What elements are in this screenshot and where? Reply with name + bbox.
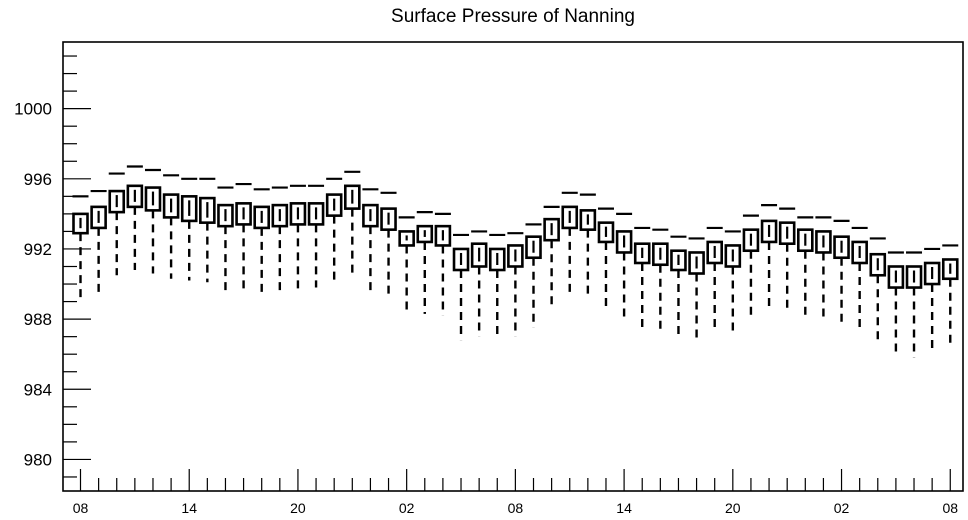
box-plot-item (869, 237, 887, 344)
box-plot-item (670, 235, 687, 339)
box-plot-item (851, 226, 868, 332)
x-tick-label: 20 (725, 500, 741, 516)
box-plot-item (887, 251, 905, 355)
box-plot-item (217, 186, 234, 292)
y-tick-label: 988 (24, 310, 52, 329)
box-plot-item (380, 191, 397, 297)
box-plot-item (688, 237, 705, 342)
box-plot-item (470, 230, 488, 337)
box-plot-item (398, 216, 415, 313)
box-plot-item (561, 191, 579, 295)
chart-title: Surface Pressure of Nanning (391, 6, 635, 27)
box-plot-item (162, 174, 180, 279)
x-tick-label: 02 (834, 500, 850, 516)
y-tick-label: 992 (24, 240, 52, 259)
box-plot-item (452, 233, 470, 341)
box-plot-item (108, 172, 126, 276)
box-plot-item (126, 165, 144, 271)
box-plot-item (525, 223, 542, 328)
box-plot-item (652, 228, 669, 332)
box-plot-item (742, 214, 760, 320)
x-tick-label: 20 (290, 500, 306, 516)
y-axis: 980 984 988 992 996 1000 (14, 55, 91, 478)
x-tick-label: 14 (181, 500, 197, 516)
box-plot-item (343, 170, 361, 278)
box-plot-item (724, 230, 742, 335)
box-plot-item (362, 188, 379, 295)
box-plot-item (72, 195, 89, 302)
box-plot-item (778, 207, 796, 313)
box-plot-item (289, 184, 307, 290)
box-plot-item (905, 251, 923, 358)
box-plot-item (199, 177, 216, 283)
box-plot-item (488, 233, 506, 339)
y-tick-label: 984 (24, 380, 52, 399)
y-tick-label: 1000 (14, 100, 52, 119)
box-plot-item (579, 193, 597, 297)
box-plot-item (507, 232, 524, 337)
box-plot-item (90, 189, 107, 295)
box-plot-item (706, 226, 724, 332)
box-plot-item (543, 205, 560, 309)
x-axis: 08 14 20 02 08 14 20 02 08 (73, 469, 958, 516)
box-plot-item (796, 216, 814, 320)
x-tick-label: 08 (942, 500, 958, 516)
box-plot-item (615, 212, 633, 320)
box-plot-item (307, 184, 325, 288)
box-series (72, 165, 959, 358)
x-tick-label: 14 (616, 500, 632, 516)
y-tick-label: 980 (24, 450, 52, 469)
box-plot-item (180, 177, 198, 281)
box-plot-item (815, 216, 832, 321)
box-plot-item (941, 244, 959, 348)
box-plot-item (760, 204, 778, 311)
box-plot-item (833, 219, 850, 327)
box-plot-item (434, 212, 452, 316)
y-tick-label: 996 (24, 170, 52, 189)
box-plot-item (235, 182, 252, 290)
box-plot-item (416, 211, 434, 314)
box-plot-item (144, 168, 162, 274)
x-tick-label: 08 (508, 500, 524, 516)
box-plot-item (923, 247, 941, 351)
box-plot-item (253, 188, 270, 293)
x-tick-label: 02 (399, 500, 415, 516)
box-plot-item (633, 226, 651, 330)
box-plot-item (325, 177, 343, 283)
box-plot-item (271, 186, 289, 292)
x-tick-label: 08 (73, 500, 89, 516)
box-plot-item (597, 207, 615, 309)
